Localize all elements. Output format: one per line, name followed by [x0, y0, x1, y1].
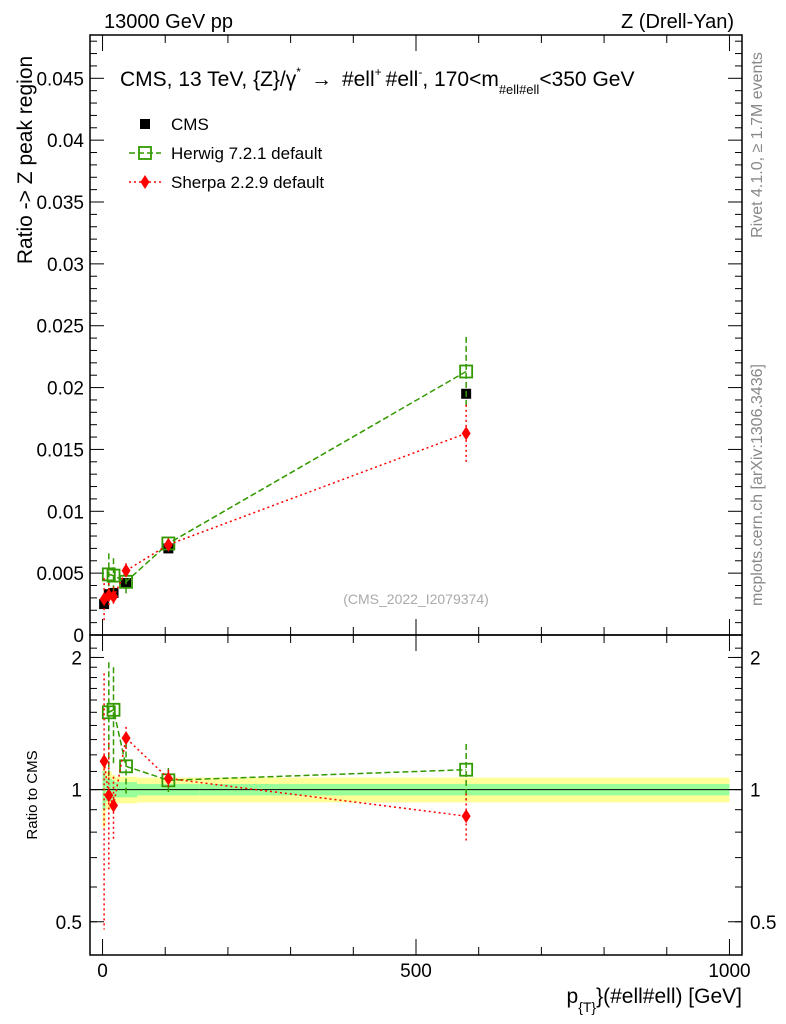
legend-marker: [140, 175, 150, 189]
ratio-point: [163, 771, 173, 786]
data-point: [459, 364, 474, 379]
legend-marker: [140, 119, 150, 129]
ratio-y-tick-label-right: 1: [750, 781, 761, 802]
data-point: [461, 426, 471, 441]
ratio-band-inner: [102, 771, 106, 810]
y-tick-label: 0.03: [47, 255, 84, 276]
ratio-y-tick-label: 0.5: [56, 913, 82, 934]
data-point: [163, 537, 173, 552]
legend-label: Sherpa 2.2.9 default: [171, 173, 324, 192]
x-tick-label: 1000: [708, 961, 750, 982]
x-tick-label: 500: [400, 961, 432, 982]
series-line: [108, 370, 467, 583]
ratio-point: [106, 702, 121, 717]
series-line: [103, 432, 467, 600]
ratio-point: [99, 754, 109, 769]
main-panel: 0 0.005 0.01 0.015 0.02 0.025 0.03 0.035 0.04 0.0…: [36, 34, 743, 647]
analysis-watermark: (CMS_2022_I2079374): [343, 591, 489, 607]
ratio-point: [109, 798, 119, 813]
ratio-y-tick-label: 2: [71, 648, 82, 669]
data-point: [121, 563, 131, 578]
header-right: Z (Drell-Yan): [621, 11, 734, 33]
y-tick-label: 0.025: [36, 317, 84, 338]
ratio-y-tick-label: 1: [71, 781, 82, 802]
header-left: 13000 GeV pp: [104, 11, 233, 33]
y-axis-label: Ratio -> Z peak region: [14, 56, 37, 264]
rivet-label: Rivet 4.1.0, ≥ 1.7M events: [749, 52, 766, 238]
data-point: [101, 567, 116, 582]
y-tick-label: 0.045: [36, 69, 84, 90]
ratio-series-line: [103, 736, 467, 817]
ratio-y-tick-label-right: 2: [750, 648, 761, 669]
ratio-point: [461, 809, 471, 824]
y-tick-label: 0.01: [47, 502, 84, 523]
ratio-panel: 0.5 0.5 1 1 2 2 0 500 1000: [56, 634, 776, 982]
ratio-point: [459, 762, 474, 777]
legend-marker: [138, 146, 152, 160]
x-tick-label: 0: [97, 961, 108, 982]
legend: CMS Herwig 7.2.1 default Sherpa 2.2.9 defa…: [129, 115, 324, 192]
ratio-point: [104, 788, 114, 803]
legend-label: CMS: [171, 115, 209, 134]
chart-title: CMS, 13 TeV, {Z}/γ* → #ell+ #ell-, 170<m#el…: [120, 65, 634, 97]
ratio-y-tick-label-right: 0.5: [750, 913, 776, 934]
y-tick-label: 0.02: [47, 379, 84, 400]
y-tick-label: 0.015: [36, 440, 84, 461]
y-tick-label: 0: [73, 626, 84, 647]
ratio-y-axis-label: Ratio to CMS: [24, 750, 41, 839]
ratio-point: [101, 705, 116, 720]
ratio-series-line: [108, 708, 467, 782]
data-point: [109, 589, 119, 604]
y-tick-label: 0.04: [47, 131, 84, 152]
y-tick-label: 0.005: [36, 564, 84, 585]
ratio-point: [121, 731, 131, 746]
x-axis-label: p{T}}(#ell#ell) [GeV]: [567, 985, 743, 1015]
legend-label: Herwig 7.2.1 default: [171, 144, 322, 163]
y-tick-label: 0.035: [36, 193, 84, 214]
mcplots-label: mcplots.cern.ch [arXiv:1306.3436]: [749, 364, 766, 606]
